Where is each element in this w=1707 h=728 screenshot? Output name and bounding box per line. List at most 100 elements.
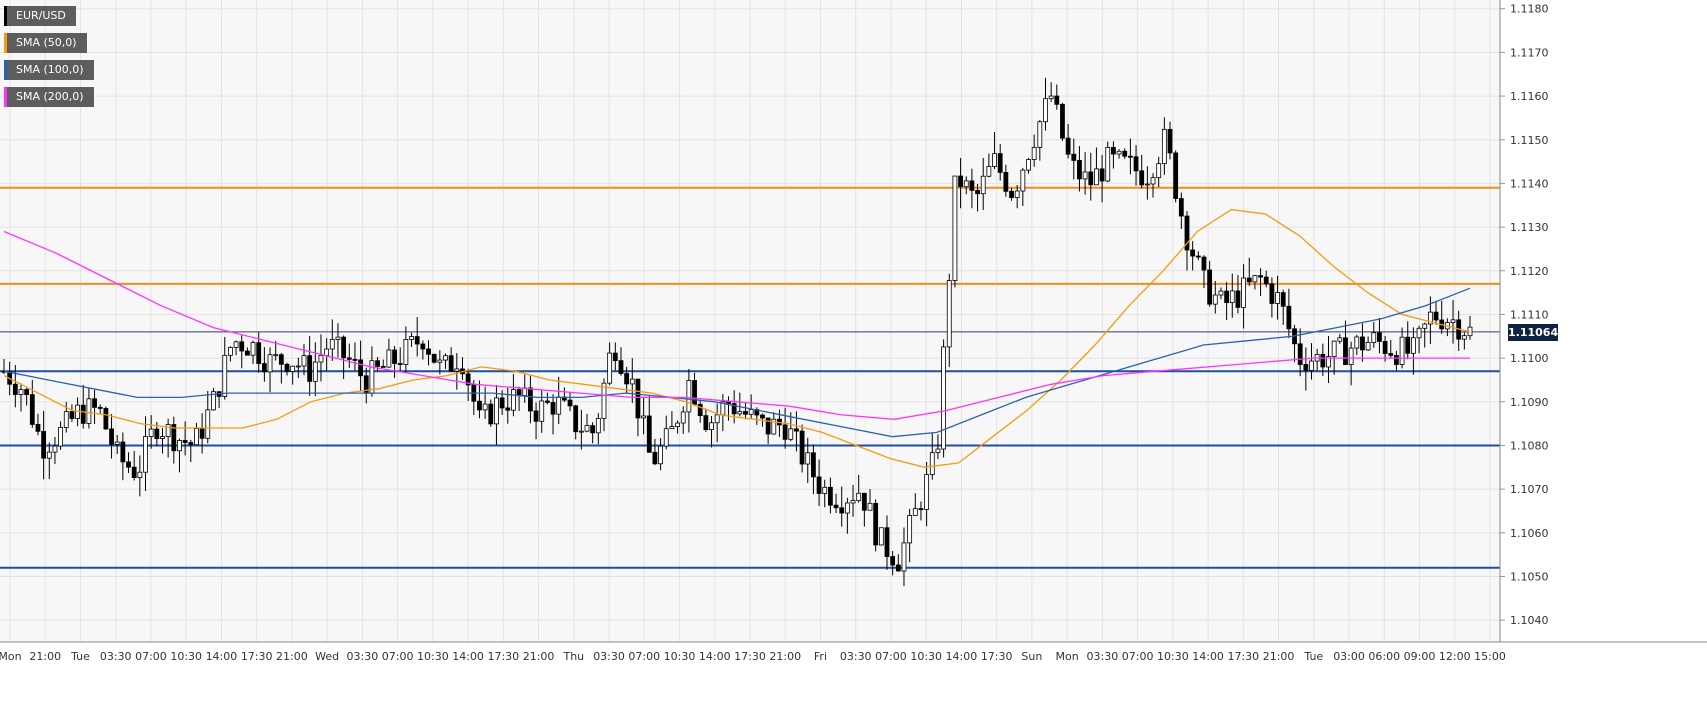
candle-down <box>1178 198 1184 217</box>
candle-up <box>901 542 907 572</box>
x-tick-label: 21:00 <box>769 650 801 663</box>
candle-up <box>1043 98 1048 123</box>
candle-down <box>1201 256 1207 271</box>
candle-up <box>250 342 256 356</box>
candle-down <box>1060 103 1065 139</box>
candle-up <box>1014 190 1020 198</box>
candle-up <box>318 355 324 363</box>
candle-up <box>658 445 663 465</box>
candle-up <box>748 409 754 415</box>
candle-up <box>160 436 165 439</box>
candle-down <box>92 398 97 408</box>
candle-down <box>1195 255 1201 258</box>
x-tick-label: 07:00 <box>135 650 167 663</box>
candle-down <box>833 504 839 509</box>
candle-down <box>278 354 284 365</box>
candle-down <box>890 556 896 566</box>
legend-sma-100[interactable]: SMA (100,0) <box>4 60 94 80</box>
x-tick-label: 21:00 <box>29 650 61 663</box>
candle-down <box>1122 150 1128 157</box>
candle-up <box>114 441 120 445</box>
candle-up <box>494 397 499 425</box>
candle-up <box>924 474 930 510</box>
candle-down <box>505 407 511 411</box>
candle-up <box>607 352 613 384</box>
candle-down <box>1235 290 1241 308</box>
legend-sma-50[interactable]: SMA (50,0) <box>4 33 87 53</box>
y-tick-label: 1.1060 <box>1510 527 1549 540</box>
x-tick-label: Fri <box>814 650 827 663</box>
x-tick-label: 03:30 <box>593 650 625 663</box>
x-tick-label: Thu <box>562 650 584 663</box>
candle-down <box>397 363 403 365</box>
candle-up <box>844 502 850 514</box>
x-tick-label: Wed <box>315 650 339 663</box>
candle-up <box>1094 168 1099 186</box>
candle-down <box>431 353 437 363</box>
y-tick-label: 1.1150 <box>1510 134 1549 147</box>
candle-down <box>1167 128 1173 154</box>
candle-down <box>346 357 352 360</box>
x-tick-label: 03:00 <box>1333 650 1365 663</box>
candle-up <box>578 430 584 433</box>
candle-down <box>516 389 522 396</box>
candle-down <box>69 411 75 419</box>
horizontal-levels <box>0 186 1500 569</box>
x-tick-label: 10:30 <box>1157 650 1189 663</box>
legend-sma-200[interactable]: SMA (200,0) <box>4 87 94 107</box>
candle-up <box>403 339 409 365</box>
candlesticks <box>1 77 1473 587</box>
candle-down <box>1003 172 1009 192</box>
x-tick-label: 06:00 <box>1368 650 1400 663</box>
candle-up <box>1218 290 1224 296</box>
candle-up <box>1156 163 1162 179</box>
candle-up <box>18 389 24 395</box>
candle-down <box>573 405 579 433</box>
candle-down <box>120 441 126 463</box>
sma-line-100 <box>3 287 1471 438</box>
candle-down <box>1382 341 1388 354</box>
candle-down <box>109 428 114 445</box>
candle-up <box>669 426 675 430</box>
candle-up <box>1326 356 1331 368</box>
candle-up <box>1020 169 1026 192</box>
candle-up <box>329 339 335 350</box>
x-tick-label: 14:00 <box>699 650 731 663</box>
x-tick-label: 07:00 <box>875 650 907 663</box>
candle-down <box>1343 337 1348 365</box>
y-tick-label: 1.1080 <box>1510 439 1549 452</box>
candle-down <box>726 401 731 404</box>
legend-eurusd[interactable]: EUR/USD <box>4 6 76 26</box>
candle-up <box>443 355 448 361</box>
candle-down <box>261 363 267 373</box>
candle-down <box>352 358 358 361</box>
x-tick-label: 03:30 <box>100 650 132 663</box>
candle-down <box>612 352 618 362</box>
candle-down <box>861 492 867 511</box>
candle-up <box>194 428 199 446</box>
candle-up <box>205 409 211 439</box>
candle-down <box>97 406 103 409</box>
candle-up <box>511 389 516 411</box>
candle-down <box>171 424 177 452</box>
candle-up <box>805 452 811 465</box>
candle-down <box>1269 283 1275 304</box>
candle-down <box>652 451 658 465</box>
candle-down <box>375 360 380 367</box>
x-tick-label: 17:30 <box>1227 650 1259 663</box>
y-tick-label: 1.1170 <box>1510 46 1549 59</box>
candle-up <box>1212 294 1218 305</box>
x-tick-label: 09:00 <box>1404 650 1436 663</box>
candle-up <box>686 380 692 413</box>
candle-down <box>1286 305 1292 330</box>
candle-up <box>907 515 913 544</box>
candle-up <box>312 361 318 382</box>
candle-up <box>556 396 562 415</box>
candle-up <box>454 368 460 372</box>
candle-down <box>426 348 431 355</box>
candle-down <box>533 410 539 422</box>
candle-down <box>1303 364 1309 371</box>
candle-up <box>878 527 884 546</box>
